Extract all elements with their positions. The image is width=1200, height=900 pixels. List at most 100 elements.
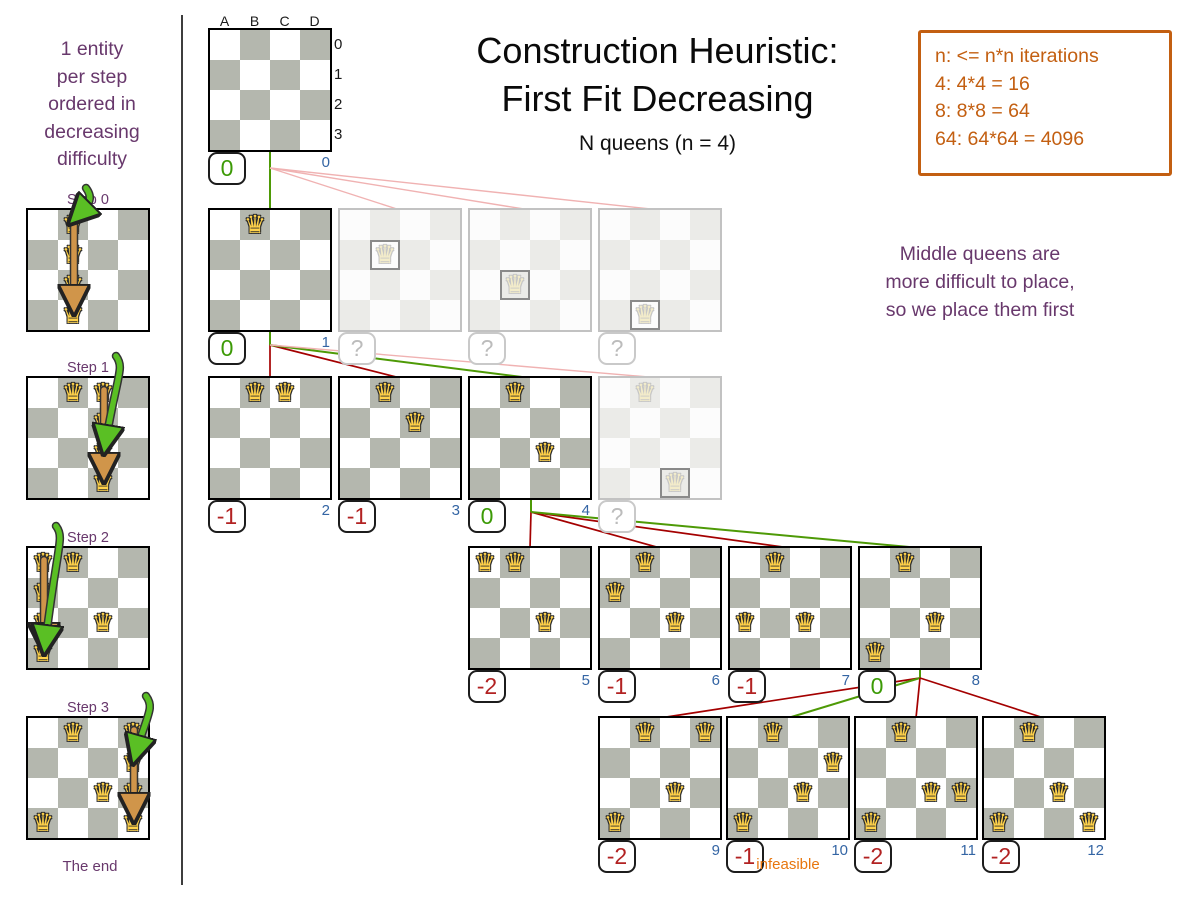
board-cell [760,578,790,608]
board-cell [856,808,886,838]
board-cell [760,608,790,638]
board-cell [28,240,58,270]
board-cell [690,270,720,300]
queen-icon: ♛ [533,438,557,467]
board-cell [270,270,300,300]
board-cell [920,638,950,668]
queen-icon: ♛ [663,468,687,497]
board-cell [500,210,530,240]
board-cell [118,638,148,668]
board-index: 5 [581,672,590,689]
board-cell [340,408,370,438]
board-cell [600,548,630,578]
board-cell [630,808,660,838]
board-cell [630,468,660,498]
board-7: ♛ ♛ ♛ [728,546,852,670]
note-line: so we place them first [885,299,1075,321]
board-cell [790,548,820,578]
board-cell [300,408,330,438]
board-cell [856,718,886,748]
board-cell [300,30,330,60]
board-cell [600,578,630,608]
board-cell [58,408,88,438]
board-index: 2 [321,502,330,519]
board-cell [88,608,118,638]
board-cell [470,548,500,578]
board-cell [88,548,118,578]
board-cell [600,748,630,778]
board-cell [818,718,848,748]
board-cell [660,748,690,778]
board-cell [300,378,330,408]
board-cell [430,270,460,300]
board-cell [818,748,848,778]
board-cell [530,548,560,578]
board-cell [600,468,630,498]
queen-icon: ♛ [693,718,717,747]
queen-icon: ♛ [1017,718,1041,747]
board-cell [340,468,370,498]
board-cell [1014,808,1044,838]
board-4: ♛ ♛ [468,376,592,500]
board-cell [28,408,58,438]
board-cell [270,210,300,240]
board-cell [370,210,400,240]
board-cell [728,778,758,808]
queen-icon: ♛ [663,778,687,807]
board-cell [500,300,530,330]
queen-icon: ♛ [373,378,397,407]
board-cell [660,718,690,748]
tree-edge-pink [269,167,661,211]
board-cell [600,718,630,748]
board-cell [270,30,300,60]
board-cell [270,468,300,498]
board-cell [560,240,590,270]
board-cell [88,718,118,748]
tree-edge-red [269,344,401,379]
board-cell [340,438,370,468]
board-cell [88,578,118,608]
row-header: 2 [334,96,343,113]
board-cell [758,718,788,748]
board-cell [470,300,500,330]
board-cell [728,748,758,778]
queen-icon: ♛ [603,808,627,837]
board-cell [600,210,630,240]
queen-icon: ♛ [893,548,917,577]
board-cell [88,748,118,778]
board-cell [660,270,690,300]
queen-icon: ♛ [403,408,427,437]
board-cell [690,408,720,438]
vertical-divider [181,15,183,885]
queen-icon: ♛ [663,608,687,637]
board-cell [210,408,240,438]
queen-icon: ♛ [503,270,527,299]
board-cell [430,468,460,498]
board-cell [500,548,530,578]
board-cell [500,378,530,408]
board-cell [728,718,758,748]
board-cell [856,748,886,778]
board-cell [270,438,300,468]
board-cell [340,270,370,300]
board-cell [600,378,630,408]
board-cell [660,408,690,438]
board-cell [1074,808,1104,838]
board-cell [470,438,500,468]
middle-queens-note: Middle queens are more difficult to place… [840,240,1120,324]
board-cell [1074,748,1104,778]
board-cell [758,748,788,778]
board-cell [530,578,560,608]
board-cell [58,718,88,748]
board-cell [788,778,818,808]
queen-icon: ♛ [763,548,787,577]
board-cell [600,438,630,468]
column-header: C [279,13,291,29]
queen-icon: ♛ [373,240,397,269]
board-index: 12 [1087,842,1104,859]
board-cell [400,270,430,300]
board-cell [600,240,630,270]
board-cell [790,608,820,638]
info-line: 4: 4*4 = 16 [935,72,1030,95]
board-cell [560,210,590,240]
